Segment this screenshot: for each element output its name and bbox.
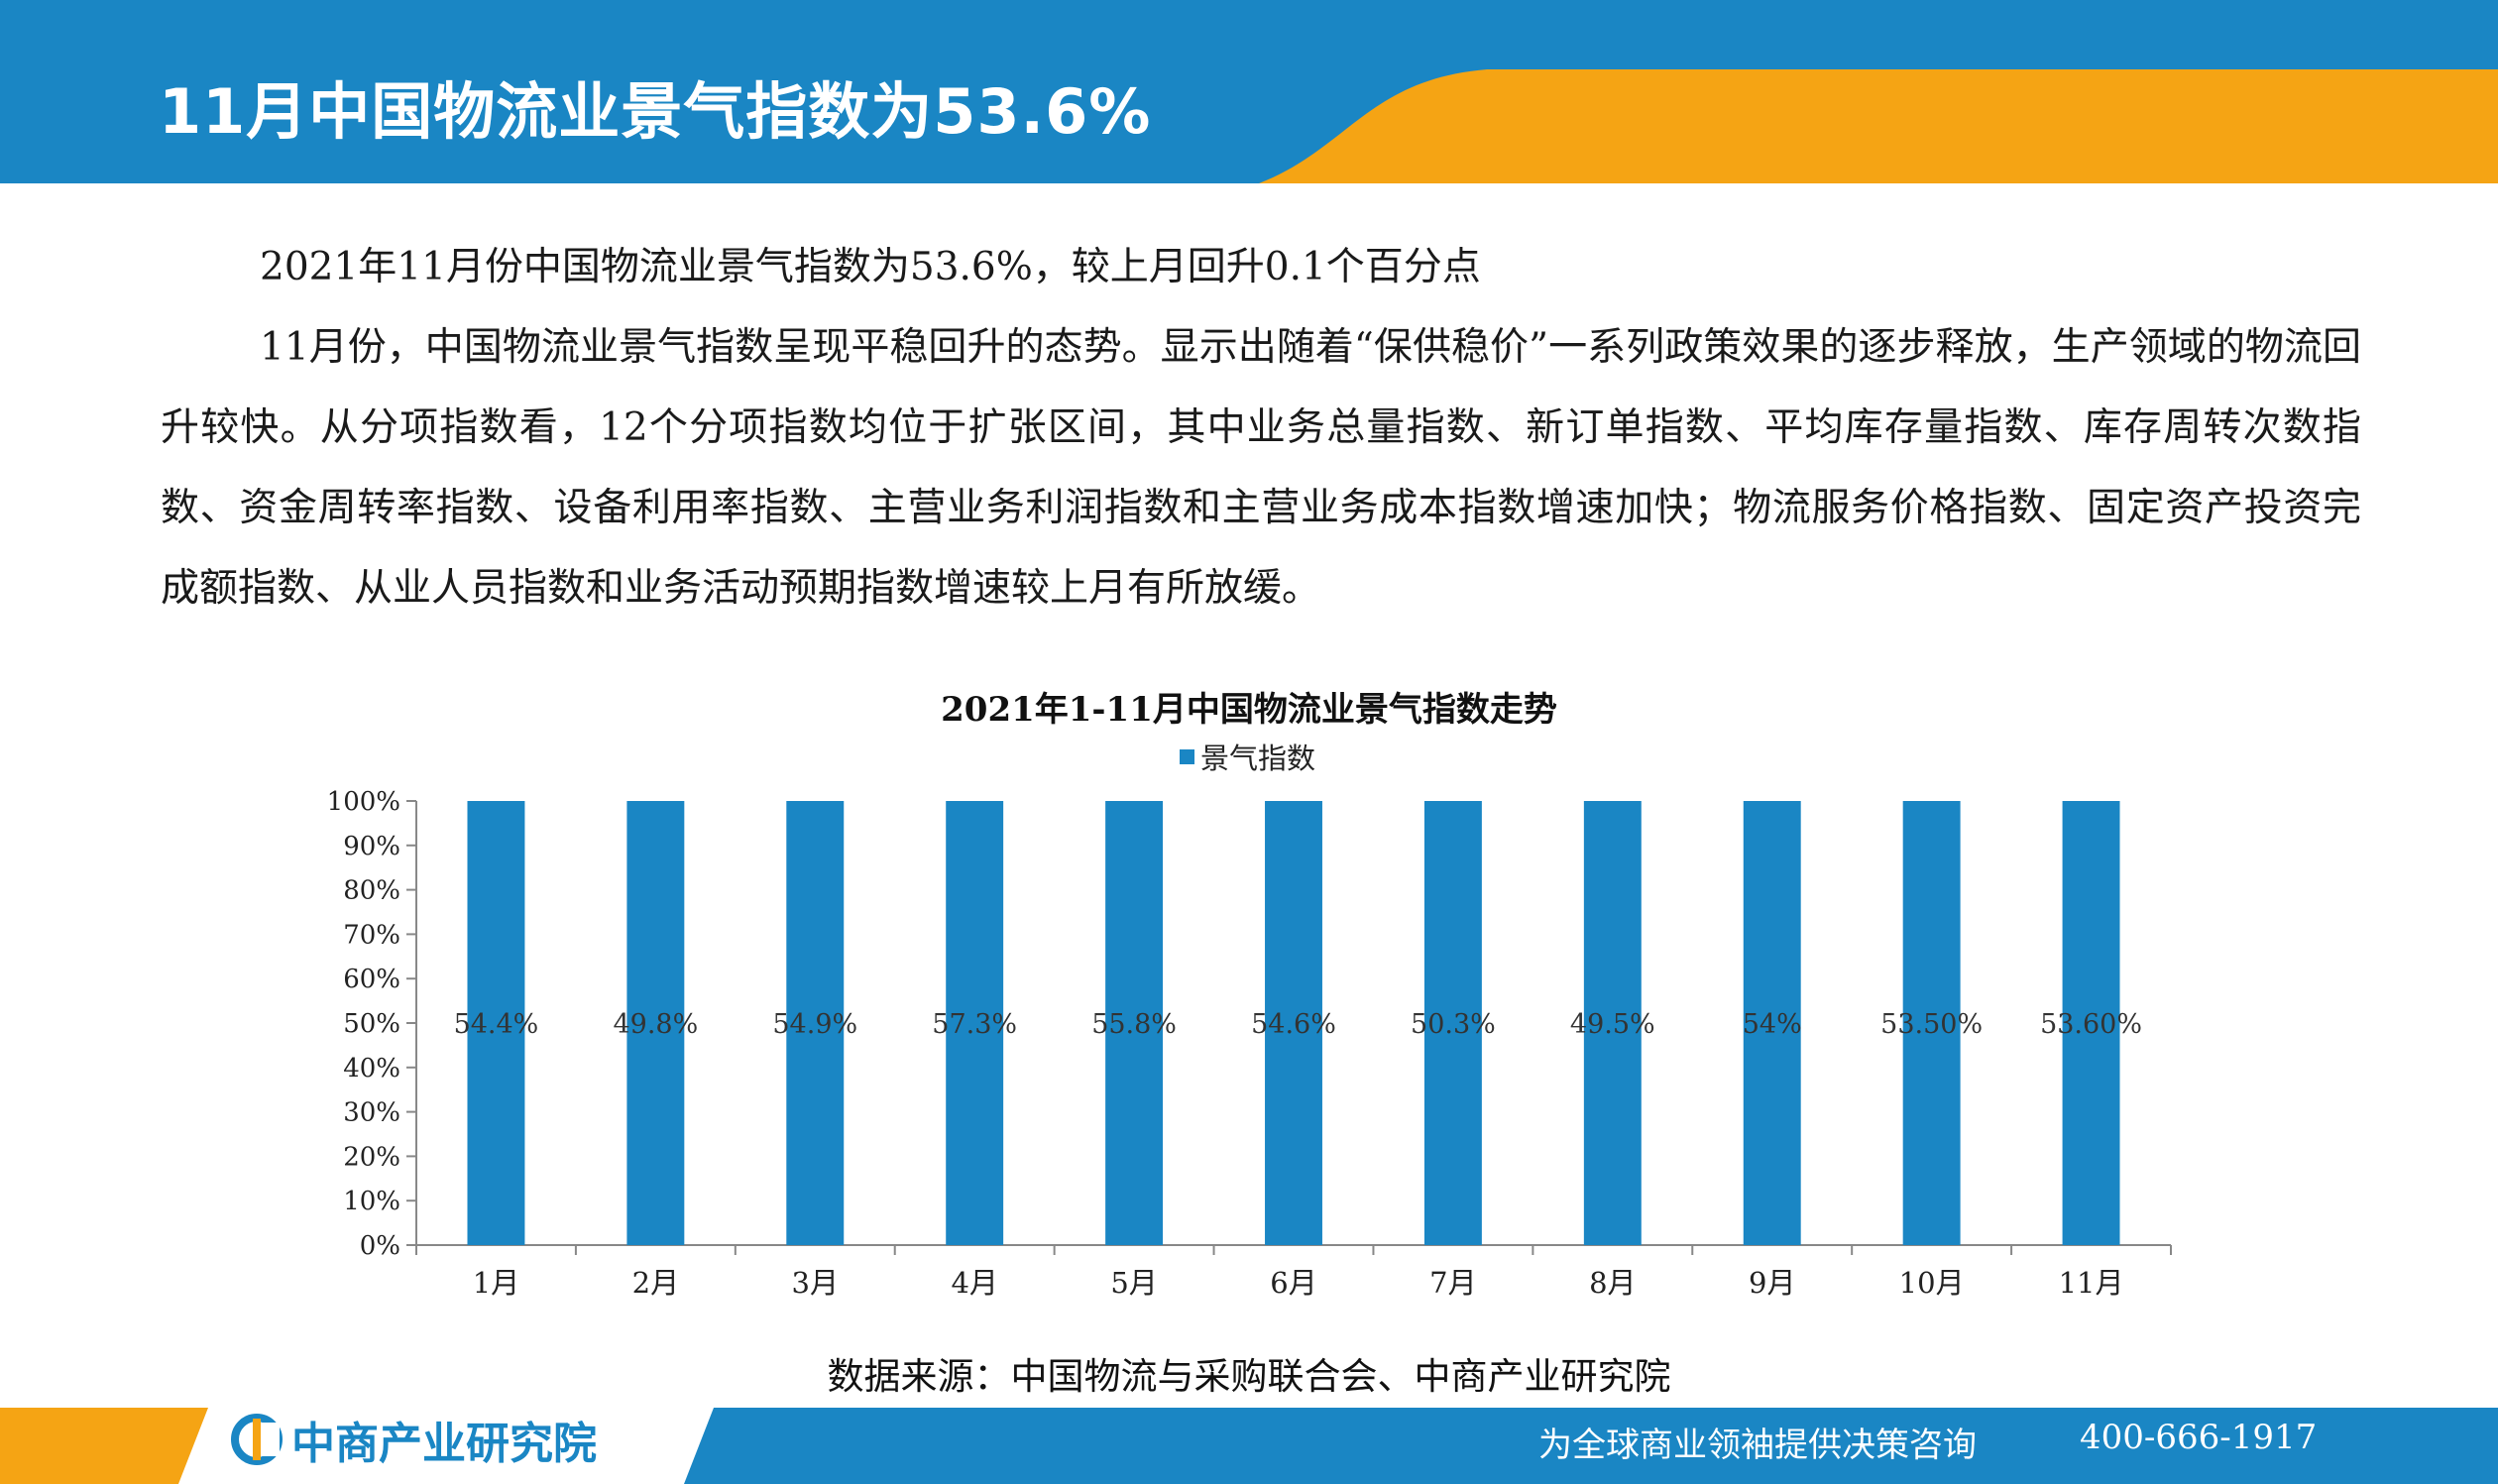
x-category-label: 1月 [473,1266,519,1300]
bar-data-label: 54.6% [1251,1009,1336,1040]
y-tick-label: 50% [343,1009,400,1039]
bar-data-label: 49.5% [1570,1009,1655,1040]
header-background [0,0,2498,183]
y-tick-label: 10% [343,1187,400,1216]
bar [786,801,845,1245]
x-category-label: 4月 [951,1266,997,1300]
y-tick-label: 70% [343,920,400,950]
logo-text: 中商产业研究院 [291,1419,597,1469]
footer-slogan: 为全球商业领袖提供决策咨询 [1538,1426,1977,1465]
x-category-label: 8月 [1589,1266,1636,1300]
header-banner [0,0,2498,183]
y-tick-label: 60% [343,965,400,994]
bar-data-label: 53.50% [1880,1009,1983,1040]
y-tick-label: 0% [360,1231,400,1261]
bar-data-label: 50.3% [1411,1009,1496,1040]
analysis-paragraph: 11月份，中国物流业景气指数呈现平稳回升的态势。显示出随着“保供稳价”一系列政策… [161,325,2361,611]
bar [1105,801,1164,1245]
y-tick-label: 90% [343,832,400,861]
bar-chart: 0% 10% 20% 30% 40% 50% 60% 70% 80% 90% 100% 54.4% 1月… [327,787,2172,1300]
footer-bar [0,1408,2498,1484]
x-category-label: 2月 [632,1266,679,1300]
chart-title: 2021年1-11月中国物流业景气指数走势 [941,690,1557,730]
legend-swatch [1180,748,1194,764]
x-category-label: 6月 [1270,1266,1316,1300]
bar [1902,801,1961,1245]
x-category-label: 9月 [1749,1266,1795,1300]
x-category-label: 10月 [1899,1266,1965,1300]
y-tick-label: 100% [327,787,400,817]
legend-label: 景气指数 [1200,742,1316,775]
data-source: 数据来源：中国物流与采购联合会、中商产业研究院 [827,1355,1671,1398]
summary-paragraph: 2021年11月份中国物流业景气指数为53.6%，较上月回升0.1个百分点 [260,245,1481,289]
bar [1583,801,1642,1245]
bar-data-label: 54.4% [454,1009,539,1040]
bar-data-label: 49.8% [613,1009,698,1040]
bar [1423,801,1482,1245]
chart-legend: 景气指数 [1180,736,1315,777]
company-logo: 中商产业研究院 [230,1408,597,1471]
bar [946,801,1004,1245]
x-category-label: 5月 [1110,1266,1157,1300]
bar [1743,801,1801,1245]
bar-data-label: 57.3% [932,1009,1017,1040]
x-category-label: 11月 [2059,1266,2124,1300]
y-tick-label: 20% [343,1142,400,1172]
bar-data-label: 53.60% [2040,1009,2142,1040]
y-tick-label: 80% [343,876,400,906]
y-tick-label: 30% [343,1098,400,1128]
bar [467,801,525,1245]
page-title: 11月中国物流业景气指数为53.6% [159,75,1152,148]
footer-phone: 400-666-1917 [2080,1418,2318,1457]
logo-icon [231,1414,283,1465]
x-category-label: 3月 [792,1266,839,1300]
bar-data-label: 54% [1743,1009,1802,1040]
x-category-label: 7月 [1429,1266,1476,1300]
bar-data-label: 54.9% [772,1009,857,1040]
y-tick-label: 40% [343,1054,400,1084]
bar [1265,801,1322,1245]
bar [626,801,685,1245]
bar [2062,801,2120,1245]
bar-data-label: 55.8% [1091,1009,1177,1040]
